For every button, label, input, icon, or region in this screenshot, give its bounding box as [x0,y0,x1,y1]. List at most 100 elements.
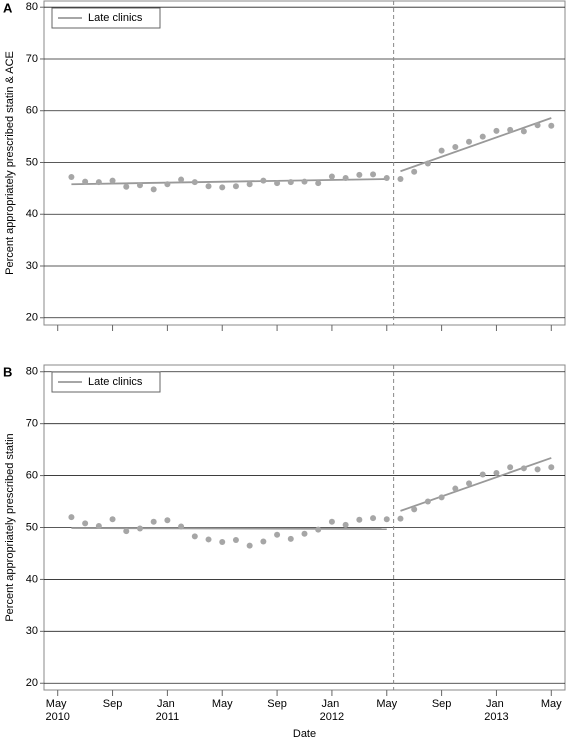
data-point [548,122,555,129]
data-point [356,516,363,523]
data-point [438,147,445,154]
data-point [205,183,212,190]
x-tick-label: May [376,698,397,710]
x-tick-label-line: May [212,698,233,710]
data-point [274,531,281,538]
data-point [178,523,185,530]
y-tick-label: 20 [26,312,38,324]
data-point [123,183,130,190]
data-point [452,143,459,150]
legend-box [51,7,161,29]
data-point [411,506,418,513]
data-point [232,183,239,190]
data-point [301,530,308,537]
y-tick-label: 60 [26,105,38,117]
data-point [466,480,473,487]
y-tick-label: 70 [26,418,38,430]
y-tick-label: 80 [26,1,38,13]
y-tick-label: 30 [26,625,38,637]
data-point [232,536,239,543]
x-tick-label: Jan 2012 [320,698,344,723]
data-point [123,528,130,535]
data-point [424,498,431,505]
data-point [191,179,198,186]
fit-line [71,527,387,530]
y-tick-label: 40 [26,208,38,220]
x-tick-label-line: Sep [103,698,123,710]
data-point [150,186,157,193]
data-point [479,471,486,478]
y-tick-label: 50 [26,521,38,533]
legend-label: Late clinics [88,376,143,388]
data-point [260,538,267,545]
data-point [274,180,281,187]
data-point [246,542,253,549]
data-point [479,133,486,140]
x-tick-label-line: 2013 [484,711,508,723]
data-point [191,533,198,540]
data-point [219,539,226,546]
x-tick-label-line: Sep [267,698,287,710]
legend-label: Late clinics [88,12,143,24]
panel-label: B [3,364,12,379]
data-point [328,518,335,525]
data-point [328,173,335,180]
y-tick-label: 40 [26,573,38,585]
data-point [507,464,514,471]
data-point [493,127,500,134]
x-tick-label-line: 2010 [45,711,69,723]
data-point [370,171,377,178]
data-point [150,518,157,525]
data-point [397,515,404,522]
data-point [534,466,541,473]
data-point [370,515,377,522]
data-point [109,516,116,523]
x-tick-label: Jan 2013 [484,698,508,723]
x-tick-label-line: 2011 [156,711,180,723]
data-point [315,526,322,533]
data-point [68,514,75,521]
data-point [424,160,431,167]
y-tick-label: 60 [26,469,38,481]
data-point [520,465,527,472]
x-tick-label: Sep [103,698,123,710]
plot-frame [43,0,566,326]
x-tick-label-line: Sep [432,698,452,710]
y-axis-label: Percent appropriately prescribed statin [4,433,16,621]
data-point [164,517,171,524]
data-point [246,181,253,188]
data-point [342,521,349,528]
x-tick-label-line: Jan [322,698,343,710]
data-point [136,525,143,532]
data-point [383,175,390,182]
data-point [466,138,473,145]
data-point [438,494,445,501]
data-point [342,175,349,182]
data-point [68,173,75,180]
data-point [397,176,404,183]
data-point [109,177,116,184]
y-tick-label: 80 [26,366,38,378]
data-point [383,516,390,523]
x-tick-label: May [212,698,233,710]
y-axis-label: Percent appropriately prescribed statin … [4,51,16,275]
data-point [315,180,322,187]
fit-line [400,117,552,173]
x-tick-label-line: May [376,698,397,710]
data-point [178,176,185,183]
x-tick-label: Jan 2011 [156,698,180,723]
data-point [95,522,102,529]
data-point [356,171,363,178]
data-point [219,184,226,191]
x-tick-label-line: Jan [157,698,178,710]
data-point [82,178,89,185]
data-point [164,181,171,188]
x-tick-label-line: May [541,698,562,710]
fit-line [71,178,387,186]
data-point [95,179,102,186]
x-tick-label-line: May [46,698,70,710]
x-tick-label: May 2010 [45,698,69,723]
fit-line [400,457,552,512]
y-tick-label: 30 [26,260,38,272]
